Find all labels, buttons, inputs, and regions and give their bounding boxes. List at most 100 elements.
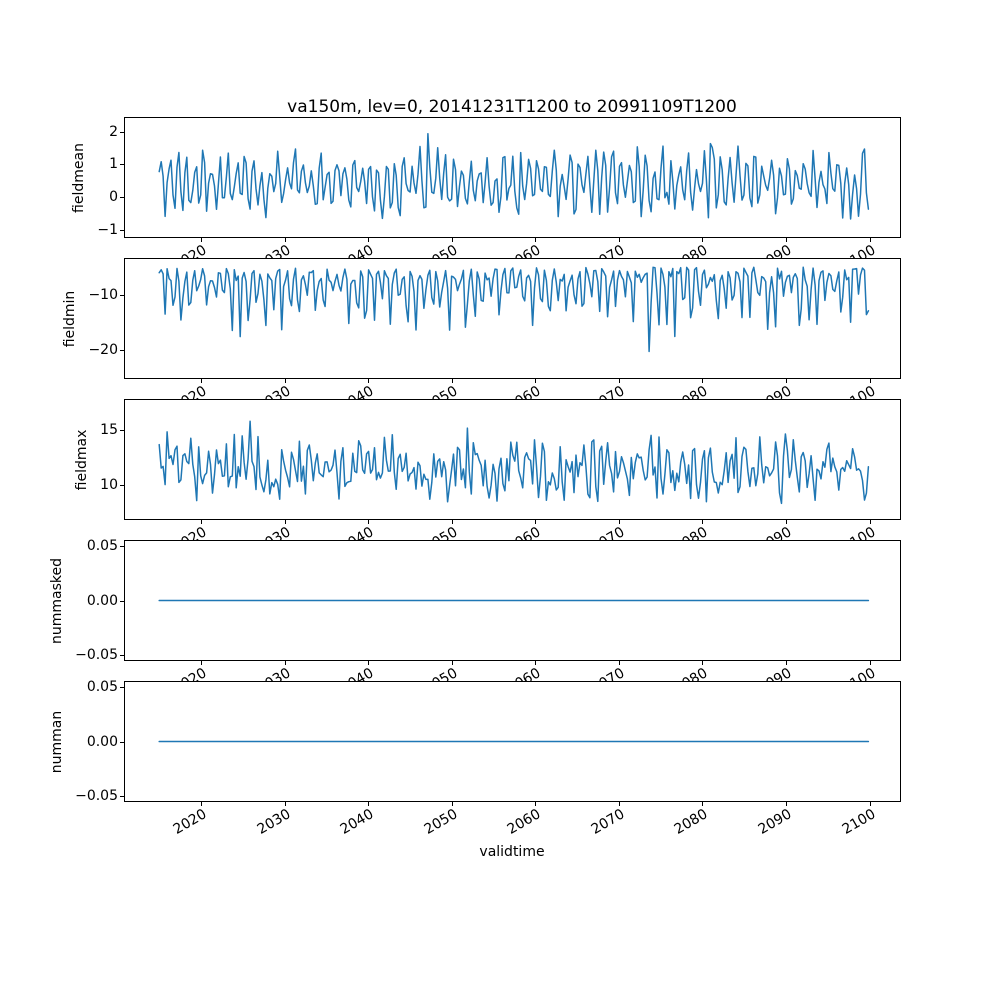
x-tick [452,379,453,383]
series-plot-nummasked [158,599,870,602]
x-tick [452,661,453,665]
x-tick [786,661,787,665]
y-tick-label: 15 [100,422,118,438]
y-tick-label: 0.00 [86,734,118,750]
x-tick-label: 2080 [672,242,711,258]
x-tick-label: 2030 [254,524,293,540]
x-tick-label: 2090 [755,242,795,258]
x-tick-label: 2030 [254,806,293,838]
x-tick [535,802,536,806]
x-tick [368,238,369,242]
y-tick [120,485,124,486]
x-tick-label: 2040 [337,383,377,399]
x-tick-label: 2030 [254,665,293,681]
y-tick [120,430,124,431]
y-tick [120,197,124,198]
x-tick-label: 2050 [421,383,461,399]
x-tick-label: 2060 [504,806,544,838]
y-axis-label-fieldmin: fieldmin [62,290,78,347]
y-tick-label: 1 [109,156,118,172]
x-tick-label: 2090 [755,383,795,399]
x-tick [619,802,620,806]
x-tick-label: 2070 [588,383,628,399]
x-tick [870,661,871,665]
x-tick-label: 2020 [170,524,210,540]
x-tick [535,520,536,524]
x-tick-label: 2080 [672,383,711,399]
y-tick-label: −0.05 [75,788,118,804]
x-tick-label: 2050 [421,242,461,258]
subplot-axes-fieldmax [124,399,901,520]
x-tick [285,379,286,383]
x-tick [702,520,703,524]
xticklabel-strip: 2020 2030 2040 2050 2060 2070 2080 2090 2100 [0,521,960,540]
x-tick-label: 2060 [504,665,544,681]
series-plot-numman [158,740,870,743]
series-line-fieldmin [158,266,870,353]
x-tick [619,520,620,524]
x-tick [786,238,787,242]
x-tick [201,520,202,524]
x-tick-label: 2100 [839,524,879,540]
chart-title: va150m, lev=0, 20141231T1200 to 20991109… [287,97,737,117]
x-tick [786,802,787,806]
x-tick-label: 2040 [337,524,377,540]
y-tick [120,295,124,296]
xticklabel-strip: 2020 2030 2040 2050 2060 2070 2080 2090 2100 [0,662,960,681]
y-tick-label: −20 [88,342,118,358]
x-tick-label: 2040 [337,806,377,838]
x-tick [786,520,787,524]
x-tick-label: 2060 [504,383,544,399]
x-tick-label: 2050 [421,524,461,540]
x-tick-label: 2070 [588,665,628,681]
x-tick [535,661,536,665]
y-tick [120,742,124,743]
x-tick [702,802,703,806]
x-tick-label: 2090 [755,524,795,540]
x-tick-label: 2050 [421,806,461,838]
x-tick-label: 2060 [504,524,544,540]
series-plot-fieldmean [158,132,870,220]
x-tick [201,238,202,242]
x-tick [702,379,703,383]
x-tick [870,238,871,242]
x-tick-label: 2020 [170,806,210,838]
x-tick [870,802,871,806]
subplot-axes-fieldmean [124,117,901,238]
y-tick [120,132,124,133]
y-tick [120,687,124,688]
x-axis-label: validtime [479,844,545,860]
x-tick-label: 2080 [672,524,711,540]
y-tick-label: −10 [88,287,118,303]
x-tick-label: 2100 [839,383,879,399]
x-tick [368,802,369,806]
x-tick-label: 2040 [337,665,377,681]
y-tick-label: 0.05 [86,679,118,695]
subplot-axes-numman [124,681,901,802]
y-axis-label-nummasked: nummasked [49,557,65,644]
x-tick [201,802,202,806]
x-tick-label: 2030 [254,383,293,399]
x-tick [870,379,871,383]
x-tick-label: 2080 [672,806,711,838]
y-axis-label-fieldmax: fieldmax [74,429,90,490]
series-plot-fieldmax [158,420,870,505]
y-tick-label: −0.05 [75,647,118,663]
subplot-axes-fieldmin [124,258,901,379]
y-tick-label: 10 [100,477,118,493]
y-tick [120,230,124,231]
x-tick-label: 2020 [170,242,210,258]
x-tick [285,520,286,524]
x-tick [368,379,369,383]
x-tick-label: 2090 [755,665,795,681]
series-plot-fieldmin [158,266,870,353]
x-tick [452,520,453,524]
x-tick-label: 2070 [588,242,628,258]
x-tick [619,238,620,242]
y-tick [120,546,124,547]
x-tick [452,238,453,242]
y-axis-label-numman: numman [49,710,65,773]
xticklabel-strip: 2020 2030 2040 2050 2060 2070 2080 2090 2100 [0,239,960,258]
x-tick [285,802,286,806]
x-tick-label: 2050 [421,665,461,681]
